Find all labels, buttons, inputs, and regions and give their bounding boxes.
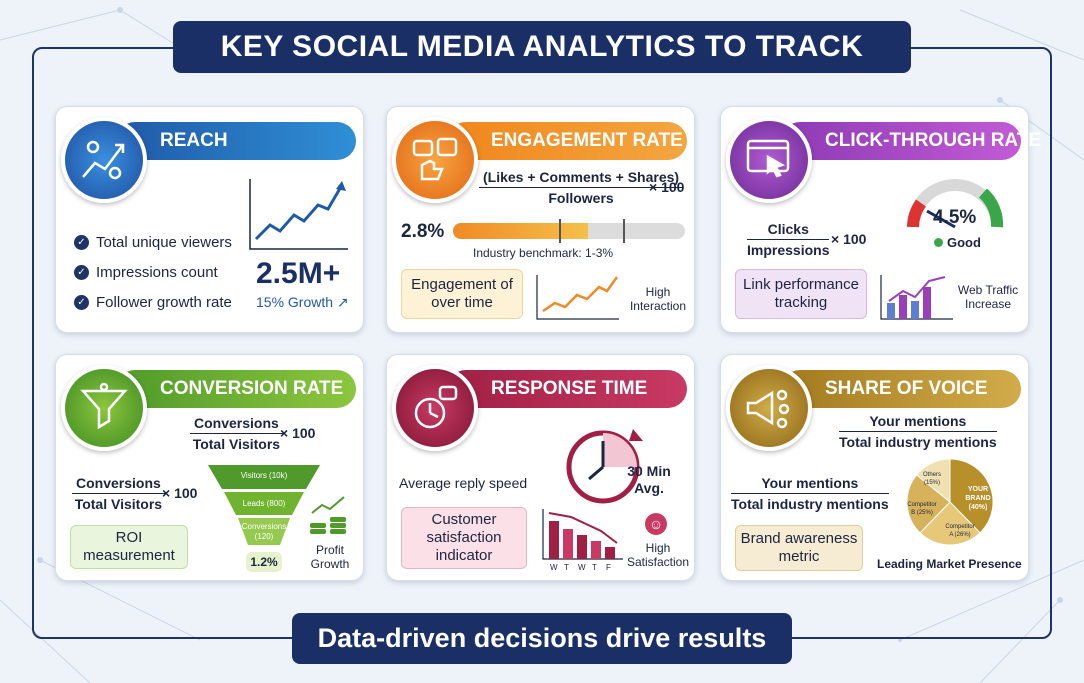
sov-formula-top: Your mentions Total industry mentions [839,413,997,450]
coin-stack-icon [310,496,346,534]
reach-growth: 15% Growth ↗ [256,294,349,310]
check-icon: ✓ [74,264,89,280]
bar-day-label: T [564,563,569,572]
sov-formula: Your mentions Total industry mentions [731,475,889,512]
response-high: High Satisfaction [626,541,690,569]
response-banner: RESPONSE TIME [447,370,687,408]
response-subtitle: Average reply speed [399,475,528,491]
engagement-benchmark-bar [453,223,685,239]
funnel-level: Conversions (120) [241,522,287,541]
pie-label: Others (15%) [922,472,941,486]
response-bar-chart [542,509,623,560]
conversion-formula-top: Conversions Total Visitors [190,415,283,452]
ctr-traffic-label: Web Traffic Increase [957,283,1019,311]
conversion-card: CONVERSION RATE Conversions Total Visito… [55,354,364,581]
megaphone-icon [726,365,812,451]
engagement-formula-mult: × 100 [649,179,685,195]
smiley-icon: ☺ [645,513,667,535]
response-clock-value: 30 Min Avg. [627,463,671,496]
ctr-card: CLICK-THROUGH RATE Clicks Impressions × … [720,106,1041,333]
conversion-banner-label: CONVERSION RATE [160,378,344,399]
engagement-benchmark: Industry benchmark: 1-3% [473,246,614,260]
benchmark-marker [623,219,625,243]
funnel-level: Leads (800) [242,499,286,508]
funnel-icon [61,365,147,451]
pie-slice [915,458,951,504]
bar-day-label: W [578,563,586,572]
list-item: ✓ Total unique viewers [74,227,232,257]
pie-slice [949,458,994,534]
engagement-box: Engagement of over time [401,269,523,319]
pie-label: YOUR BRAND (40%) [965,486,991,511]
ctr-traffic-chart [880,275,953,320]
engagement-formula: (Likes + Comments + Shares) Followers [479,169,684,206]
reach-checklist: ✓ Total unique viewers ✓ Impressions cou… [74,227,232,317]
reach-stat: 2.5M+ [256,257,341,290]
pie-label: Competitor B (25%) [907,502,937,516]
conversion-funnel-chart [208,465,320,545]
bar-day-label: F [606,563,611,572]
conversion-formula-mult: × 100 [162,485,198,501]
engagement-card: ENGAGEMENT RATE (Likes + Comments + Shar… [386,106,695,333]
check-icon: ✓ [74,294,89,310]
ctr-banner: CLICK-THROUGH RATE [781,122,1041,160]
page-title: KEY SOCIAL MEDIA ANALYTICS TO TRACK [173,21,911,73]
ctr-gauge-value: 4.5% [933,207,977,228]
pie-slice [906,474,951,534]
engagement-banner-label: ENGAGEMENT RATE [491,130,683,151]
sov-card: SHARE OF VOICE Your mentions Total indus… [720,354,1029,581]
reach-banner-label: REACH [160,130,228,151]
response-banner-label: RESPONSE TIME [491,378,648,399]
bar-day-label: T [592,563,597,572]
conversion-profit-label: Profit Growth [310,543,350,571]
ctr-gauge-status: Good [934,235,981,250]
engagement-high: High Interaction [629,285,687,313]
pie-label: Competitor A (26%) [945,524,975,538]
sov-pie-caption: Leading Market Presence [877,557,1022,571]
sov-banner: SHARE OF VOICE [781,370,1021,408]
response-box: Customer satisfaction indicator [401,507,527,569]
engagement-trend-chart [536,275,619,320]
conversion-rate-badge: 1.2% [246,552,282,572]
conversion-banner: CONVERSION RATE [116,370,356,408]
reach-trend-chart [249,179,348,250]
conversion-box: ROI measurement [70,525,188,569]
cursor-click-icon [726,117,812,203]
conversion-formula-mult-top: × 100 [280,425,316,441]
list-item: ✓ Impressions count [74,257,232,287]
people-network-icon [61,117,147,203]
list-item: ✓ Follower growth rate [74,287,232,317]
response-card: RESPONSE TIME Average reply speed 30 Min… [386,354,695,581]
pie-slice [919,501,981,546]
ctr-banner-label: CLICK-THROUGH RATE [825,130,1042,151]
footer-tagline: Data-driven decisions drive results [292,613,792,664]
engagement-banner: ENGAGEMENT RATE [447,122,687,160]
check-icon: ✓ [74,234,89,250]
reach-banner: REACH [116,122,356,160]
ctr-formula-mult: × 100 [831,231,867,247]
sov-pie-chart [906,458,994,546]
ctr-box: Link performance tracking [735,269,867,319]
engagement-bar-fill [453,223,588,239]
bar-day-label: W [550,563,558,572]
response-clock [566,429,643,504]
sov-banner-label: SHARE OF VOICE [825,378,988,399]
ctr-formula: Clicks Impressions [747,221,830,258]
stopwatch-icon [392,365,478,451]
engagement-value: 2.8% [401,221,445,242]
benchmark-marker [559,219,561,243]
ctr-gauge [907,179,1004,229]
reach-card: REACH ✓ Total unique viewers ✓ Impressio… [55,106,364,333]
conversion-formula: Conversions Total Visitors [72,475,165,512]
sov-box: Brand awareness metric [735,525,863,571]
social-likes-icon [392,117,478,203]
funnel-level: Visitors (10k) [240,471,288,480]
